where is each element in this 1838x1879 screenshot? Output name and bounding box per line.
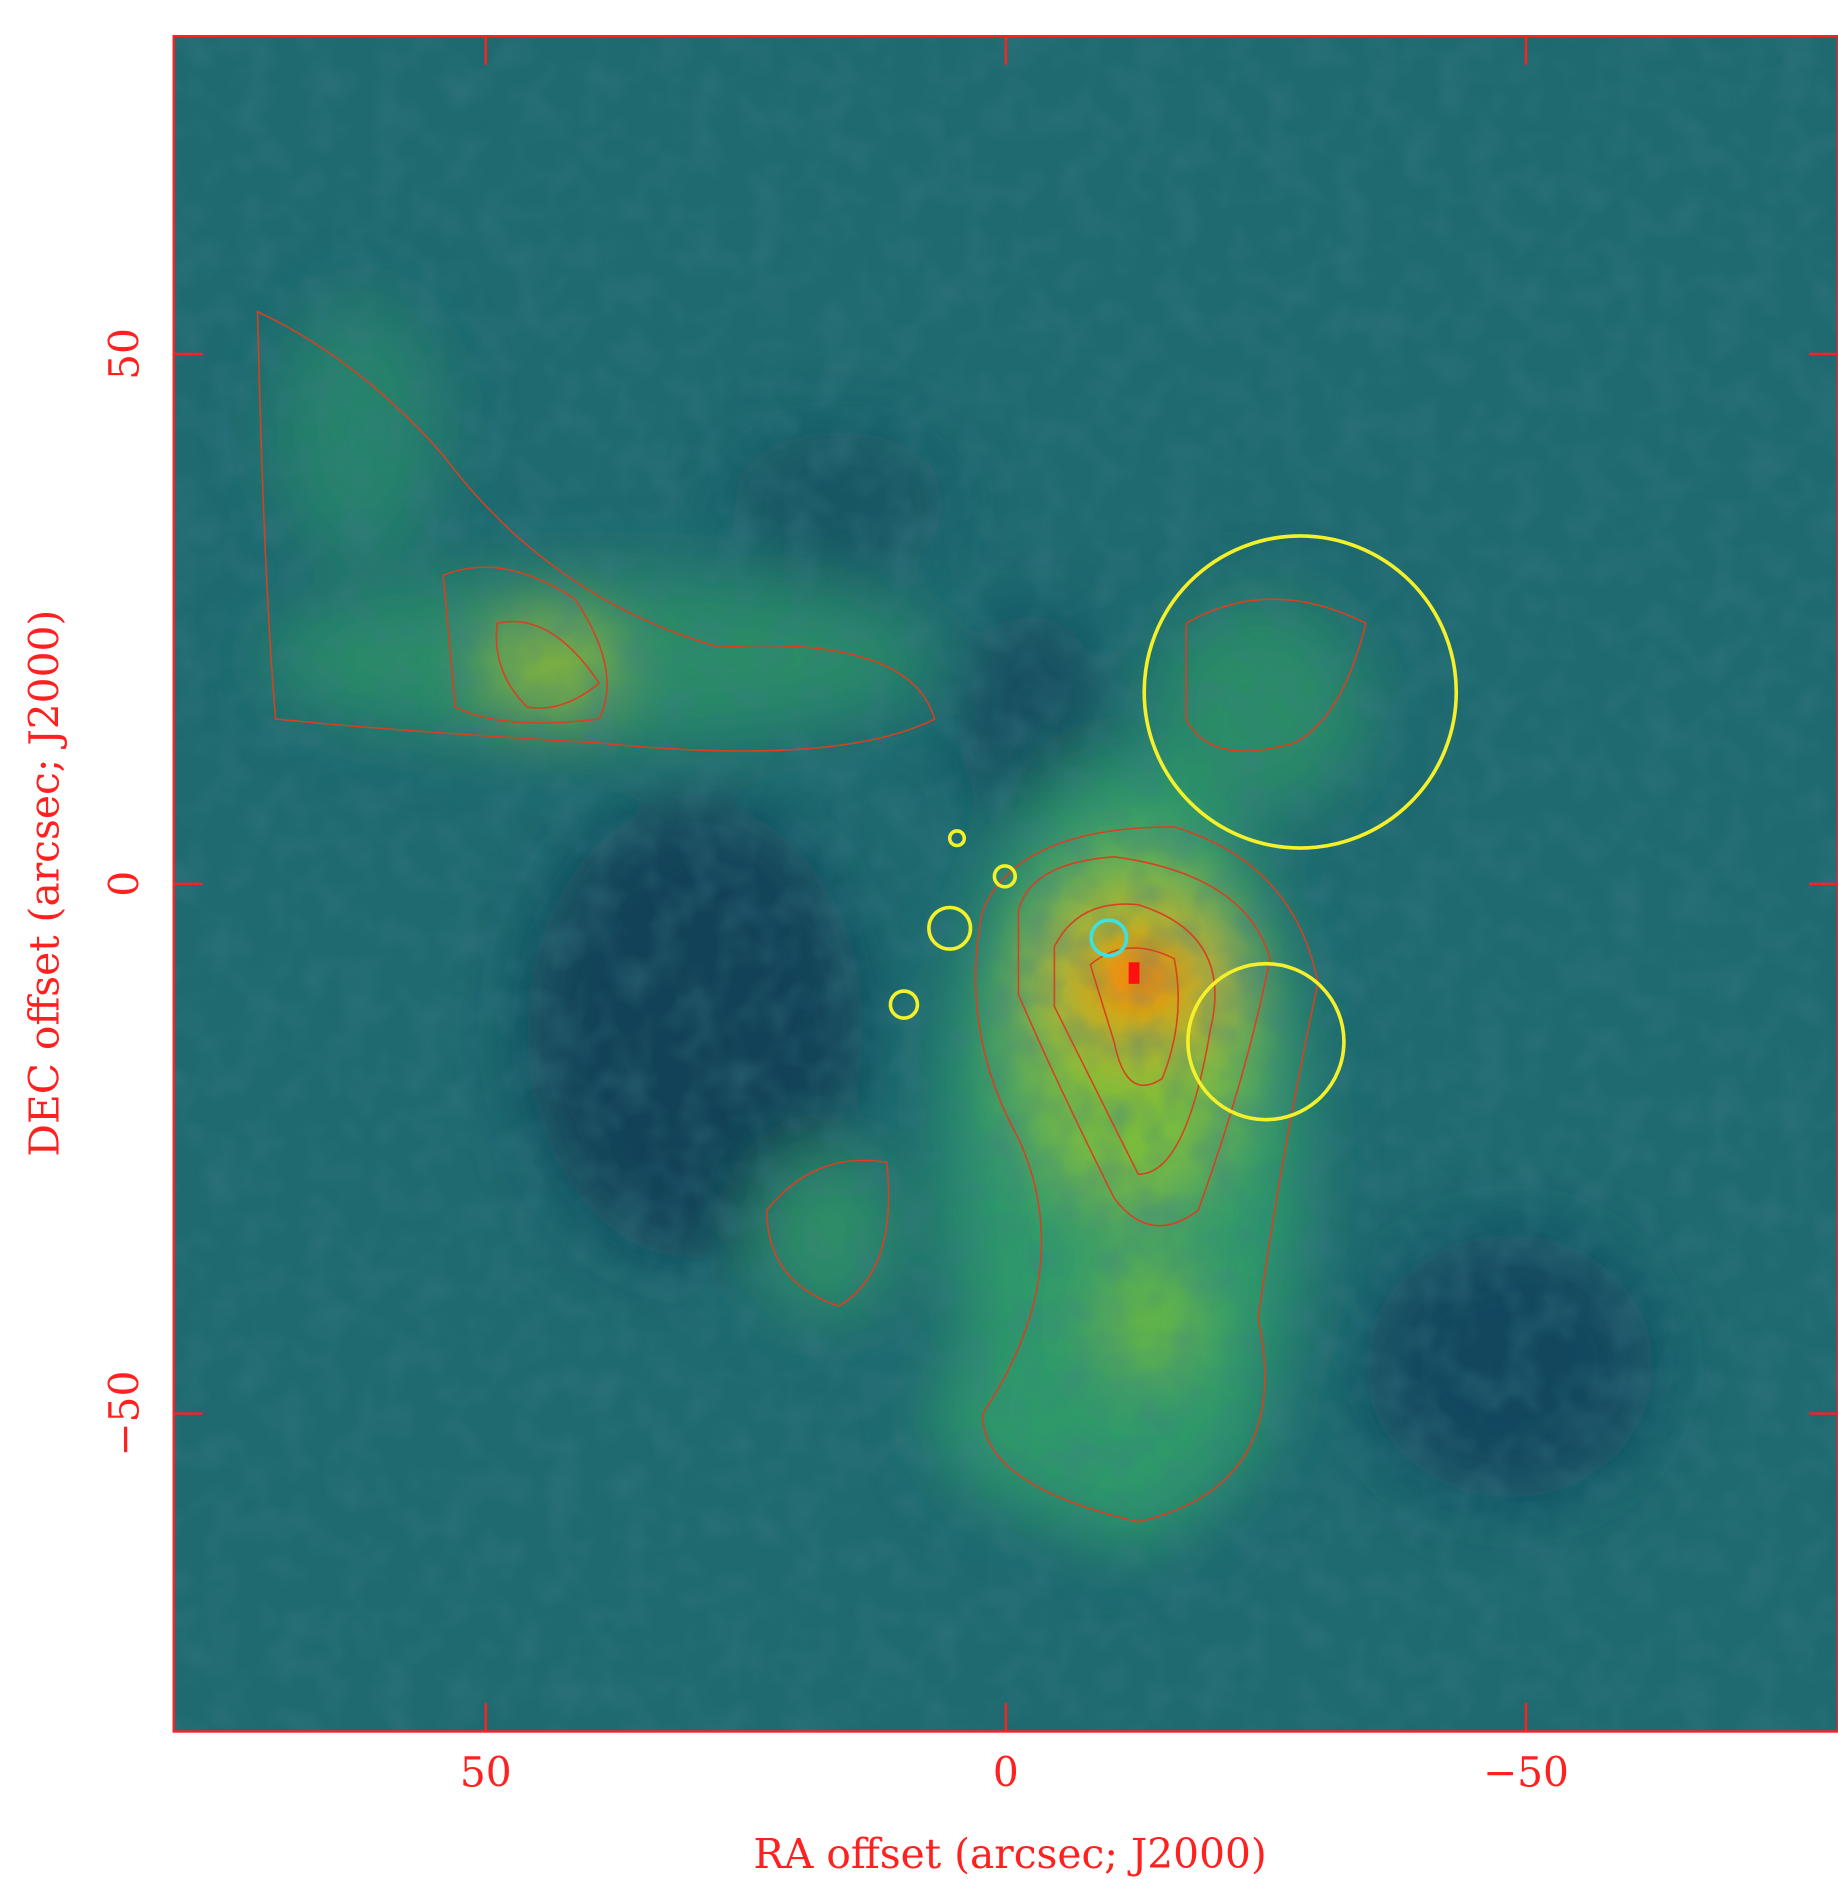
x-axis-label: RA offset (arcsec; J2000) [753,1830,1266,1878]
y-tick-label: 0 [101,871,149,897]
image [174,36,1838,1731]
y-axis-label: DEC offset (arcsec; J2000) [20,610,68,1157]
page: RA offset (arcsec; J2000) DEC offset (ar… [0,0,1838,1879]
x-tick-label: −50 [1483,1748,1569,1796]
x-tick-label: 0 [993,1748,1019,1796]
y-tick-label: −50 [101,1371,149,1457]
peak-pixel [1129,962,1140,984]
y-tick-label: 50 [101,328,149,380]
x-tick-label: 50 [460,1748,512,1796]
chart: RA offset (arcsec; J2000) DEC offset (ar… [0,0,1838,1879]
